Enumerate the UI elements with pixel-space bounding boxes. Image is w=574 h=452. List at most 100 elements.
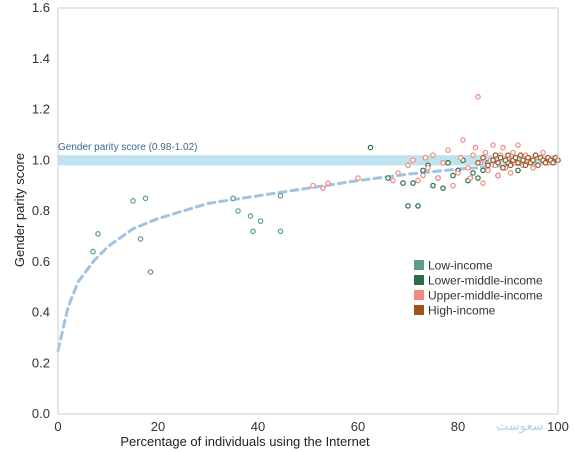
data-point bbox=[515, 167, 521, 174]
x-tick-label: 60 bbox=[351, 419, 365, 434]
data-point bbox=[520, 157, 526, 164]
data-point bbox=[355, 175, 361, 181]
data-point bbox=[470, 152, 476, 158]
data-point bbox=[422, 154, 429, 161]
data-point bbox=[325, 180, 331, 186]
data-point bbox=[502, 157, 509, 164]
data-point bbox=[420, 167, 426, 174]
data-point bbox=[535, 162, 541, 169]
series-low-income bbox=[90, 192, 284, 275]
data-point bbox=[367, 144, 374, 151]
data-point bbox=[277, 192, 284, 199]
data-point bbox=[530, 157, 536, 164]
x-tick-label: 40 bbox=[251, 419, 265, 434]
data-point bbox=[395, 170, 401, 176]
legend-swatch bbox=[414, 290, 424, 300]
y-tick-label: 1.6 bbox=[32, 0, 50, 15]
data-point bbox=[540, 149, 546, 156]
data-point bbox=[515, 142, 521, 148]
data-point bbox=[512, 154, 519, 161]
y-tick-label: 0.0 bbox=[32, 406, 50, 421]
y-tick-label: 0.8 bbox=[32, 203, 50, 218]
legend-swatch bbox=[414, 275, 424, 285]
data-point bbox=[440, 185, 446, 191]
data-point bbox=[320, 185, 326, 191]
data-point bbox=[507, 162, 514, 169]
data-point bbox=[405, 203, 411, 209]
y-tick-label: 1.4 bbox=[32, 51, 50, 66]
data-point bbox=[495, 159, 501, 166]
data-point bbox=[250, 228, 256, 235]
data-point bbox=[490, 142, 496, 148]
data-point bbox=[247, 213, 254, 219]
x-tick-label: 100 bbox=[547, 419, 569, 434]
y-tick-label: 1.2 bbox=[32, 102, 50, 117]
legend-label: High-income bbox=[428, 304, 496, 318]
data-point bbox=[475, 175, 481, 181]
data-point bbox=[505, 152, 511, 158]
legend-label: Upper-middle-income bbox=[428, 289, 543, 303]
y-axis-ticks: 0.0 0.2 0.4 0.6 0.8 1.0 1.2 1.4 1.6 bbox=[32, 0, 50, 421]
y-tick-label: 0.4 bbox=[32, 305, 50, 320]
data-point bbox=[420, 172, 426, 179]
data-point bbox=[467, 175, 474, 181]
legend: Low-incomeLower-middle-incomeUpper-middl… bbox=[414, 259, 543, 318]
data-point bbox=[455, 170, 461, 176]
points-layer bbox=[90, 94, 561, 275]
data-point bbox=[542, 159, 549, 166]
data-point bbox=[500, 144, 506, 151]
legend-label: Lower-middle-income bbox=[428, 274, 543, 288]
data-point bbox=[410, 180, 416, 186]
data-point bbox=[525, 154, 531, 161]
data-point bbox=[415, 177, 421, 184]
data-point bbox=[142, 195, 149, 202]
data-point bbox=[425, 165, 431, 171]
y-tick-label: 0.2 bbox=[32, 355, 50, 370]
data-point bbox=[550, 159, 556, 166]
data-point bbox=[277, 228, 284, 235]
data-point bbox=[147, 269, 154, 275]
data-point bbox=[235, 208, 241, 214]
data-point bbox=[480, 154, 486, 161]
x-axis-title: Percentage of individuals using the Inte… bbox=[120, 434, 370, 449]
data-point bbox=[475, 159, 481, 166]
data-point bbox=[532, 152, 539, 158]
y-tick-label: 1.0 bbox=[32, 152, 50, 167]
data-point bbox=[390, 177, 396, 184]
data-point bbox=[530, 165, 536, 171]
data-point bbox=[472, 144, 479, 151]
data-point bbox=[485, 162, 491, 169]
x-axis-ticks: 0 20 40 60 80 100 bbox=[54, 419, 568, 434]
data-point bbox=[497, 154, 504, 161]
data-point bbox=[510, 149, 516, 156]
data-point bbox=[405, 162, 411, 169]
data-point bbox=[385, 175, 391, 181]
data-point bbox=[410, 157, 416, 164]
data-point bbox=[435, 175, 441, 181]
x-tick-label: 0 bbox=[54, 419, 61, 434]
data-point bbox=[475, 94, 481, 100]
data-point bbox=[137, 236, 144, 242]
watermark: سعوست bbox=[496, 419, 544, 434]
data-point bbox=[495, 172, 501, 179]
data-point bbox=[500, 165, 506, 171]
legend-swatch bbox=[414, 260, 424, 270]
data-point bbox=[507, 170, 514, 176]
y-tick-label: 0.6 bbox=[32, 254, 50, 269]
series-high-income bbox=[475, 152, 561, 171]
data-point bbox=[457, 154, 464, 161]
parity-band bbox=[58, 155, 558, 166]
x-tick-label: 20 bbox=[151, 419, 165, 434]
data-point bbox=[95, 231, 101, 237]
data-point bbox=[522, 162, 529, 169]
data-point bbox=[480, 167, 486, 174]
data-point bbox=[482, 149, 489, 156]
trend-line bbox=[56, 160, 560, 353]
data-point bbox=[90, 248, 96, 255]
data-point bbox=[445, 159, 451, 166]
data-point bbox=[485, 167, 491, 174]
data-point bbox=[400, 180, 406, 186]
data-point bbox=[490, 157, 496, 164]
data-point bbox=[430, 152, 436, 158]
data-point bbox=[470, 170, 476, 176]
